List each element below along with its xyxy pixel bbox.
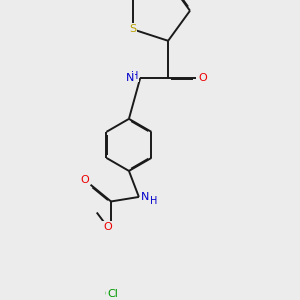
Text: S: S (129, 24, 136, 34)
Text: O: O (103, 222, 112, 232)
Text: Cl: Cl (107, 289, 118, 299)
Text: N: N (141, 192, 149, 202)
Text: H: H (150, 196, 157, 206)
Text: Cl: Cl (104, 289, 115, 299)
Text: O: O (198, 73, 207, 83)
Text: H: H (130, 71, 138, 81)
Text: O: O (81, 175, 89, 185)
Text: N: N (126, 73, 134, 83)
